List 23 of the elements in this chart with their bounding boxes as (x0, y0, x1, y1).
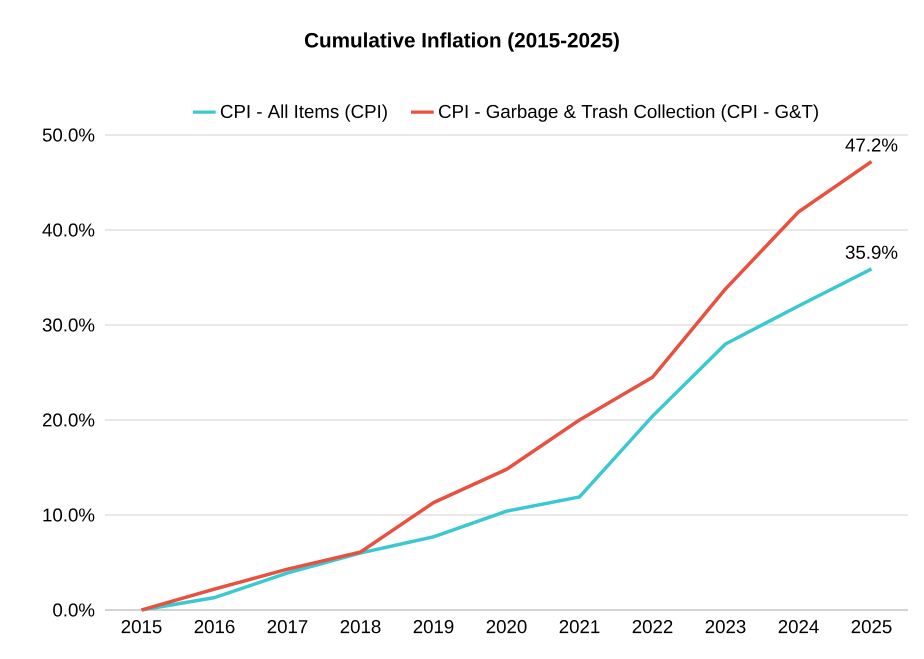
y-tick-label: 10.0% (43, 508, 94, 522)
x-tick-label: 2024 (778, 620, 819, 634)
x-tick-label: 2022 (632, 620, 672, 634)
x-tick-label: 2020 (486, 620, 527, 634)
x-tick-label: 2023 (706, 620, 746, 634)
data-label: 47.2% (845, 138, 898, 152)
x-tick-label: 2017 (268, 620, 308, 634)
data-label: 35.9% (846, 246, 898, 259)
y-tick-label: 40.0% (42, 223, 94, 237)
x-tick-label: 2015 (122, 620, 162, 634)
line-series (140, 267, 874, 612)
x-tick-label: 2021 (560, 620, 600, 634)
x-tick-label: 2019 (414, 620, 454, 634)
y-tick-label: 20.0% (42, 413, 94, 427)
legend-label: CPI - All Items (CPI) (220, 104, 387, 122)
x-tick-label: 2018 (340, 620, 380, 634)
x-tick-label: 2025 (852, 620, 892, 634)
chart-title: Cumulative Inflation (2015-2025) (304, 32, 619, 52)
x-tick-label: 2016 (194, 620, 234, 634)
y-tick-label: 0.0% (53, 603, 94, 617)
y-tick-label: 30.0% (42, 318, 94, 332)
legend-label: CPI - Garbage & Trash Collection (CPI - G&T) (439, 104, 818, 122)
y-tick-label: 50.0% (42, 128, 94, 142)
